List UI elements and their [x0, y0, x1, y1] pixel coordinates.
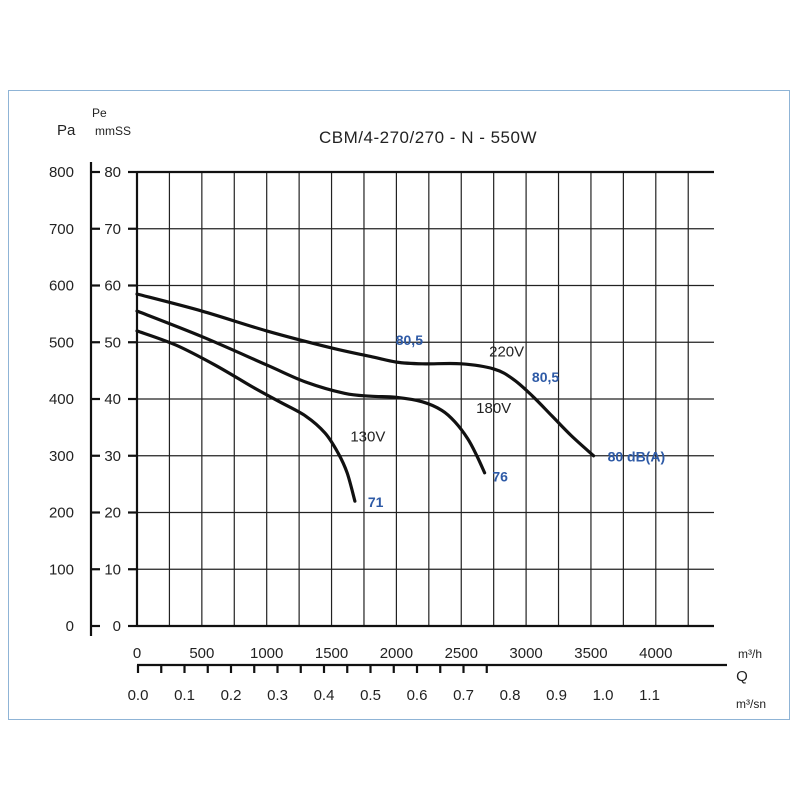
y-right-tick-label: 0 [113, 618, 121, 635]
curve-130v [135, 329, 357, 503]
x-tick-label-m3h: 4000 [639, 645, 672, 662]
y-left-tick-label: 100 [49, 561, 74, 578]
y-left-tick-label: 200 [49, 505, 74, 522]
chart-frame [8, 90, 790, 720]
x-tick-label-m3sn: 0.8 [500, 687, 521, 704]
curve-180v [135, 309, 487, 475]
y-right-tick-label: 70 [104, 221, 121, 238]
voltage-label: 180V [476, 400, 511, 417]
y-right-tick-label: 20 [104, 505, 121, 522]
y-left-tick-label: 800 [49, 164, 74, 181]
x-tick-label-m3sn: 0.5 [360, 687, 381, 704]
x-tick-label-m3h: 3000 [509, 645, 542, 662]
x-tick-label-m3h: 2000 [380, 645, 413, 662]
annotations: 80,5 220V 80,5 80 dB(A) 180V 76 130V 71 [350, 332, 665, 510]
x-tick-label-m3sn: 0.9 [546, 687, 567, 704]
y-left-tick-label: 0 [66, 618, 74, 635]
noise-level-label: 71 [368, 494, 384, 510]
y-right-unit-pe: Pe [92, 106, 107, 120]
voltage-label: 220V [489, 343, 524, 360]
y-left-tick-label: 400 [49, 391, 74, 408]
x-tick-label-m3h: 3500 [574, 645, 607, 662]
x-tick-label-m3sn: 1.1 [639, 687, 660, 704]
noise-level-label: 80 dB(A) [608, 448, 666, 464]
y-right-tick-label: 30 [104, 448, 121, 465]
x-tick-label-m3sn: 0.3 [267, 687, 288, 704]
y-right-tick-label: 40 [104, 391, 121, 408]
voltage-label: 130V [350, 429, 385, 446]
y-left-tick-label: 700 [49, 221, 74, 238]
x-tick-label-m3h: 500 [189, 645, 214, 662]
noise-level-label: 76 [492, 468, 508, 484]
y-left-tick-label: 600 [49, 278, 74, 295]
x-tick-label-m3h: 1500 [315, 645, 348, 662]
x-tick-label-m3h: 0 [133, 645, 141, 662]
y-left-unit-pa: Pa [57, 122, 76, 139]
y-right-tick-label: 80 [104, 164, 121, 181]
x-unit-m3h: m³/h [738, 647, 762, 661]
noise-level-label: 80,5 [532, 369, 559, 385]
noise-level-label: 80,5 [396, 332, 423, 348]
y-left-tick-label: 500 [49, 334, 74, 351]
y-right-tick-label: 60 [104, 278, 121, 295]
x-tick-label-m3sn: 0.1 [174, 687, 195, 704]
x-tick-label-m3sn: 0.0 [128, 687, 149, 704]
y-right-unit-mmss: mmSS [95, 124, 131, 138]
x-tick-label-m3sn: 0.4 [314, 687, 335, 704]
y-right-tick-label: 50 [104, 334, 121, 351]
x-tick-label-m3sn: 0.2 [221, 687, 242, 704]
y-right-tick-label: 10 [104, 561, 121, 578]
x-tick-label-m3h: 2500 [445, 645, 478, 662]
x-tick-label-m3sn: 1.0 [593, 687, 614, 704]
x-tick-label-m3h: 1000 [250, 645, 283, 662]
curve-220v [135, 292, 596, 458]
curves [135, 292, 596, 503]
grid [137, 172, 714, 626]
x-tick-label-m3sn: 0.7 [453, 687, 474, 704]
x-unit-m3sn: m³/sn [736, 697, 766, 711]
chart-title: CBM/4-270/270 - N - 550W [319, 128, 537, 147]
x-tick-label-m3sn: 0.6 [407, 687, 428, 704]
x-symbol-q: Q [736, 668, 748, 685]
y-left-tick-label: 300 [49, 448, 74, 465]
